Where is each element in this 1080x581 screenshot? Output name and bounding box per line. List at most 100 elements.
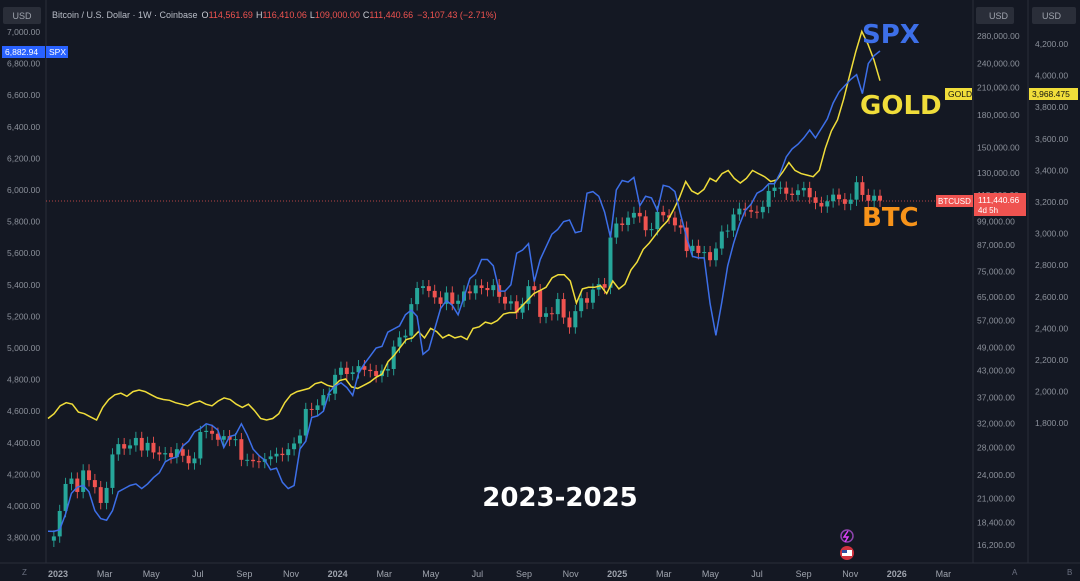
btc-candle-body (772, 187, 777, 191)
spx-price-tag (2, 46, 45, 58)
gold-tick-label: 3,800.00 (1035, 102, 1068, 112)
btc-candle-body (503, 296, 508, 304)
btc-candle-body (620, 223, 625, 225)
btc-candle-body (807, 187, 812, 198)
time-tick-label: Jul (472, 569, 484, 579)
bottom-right-letter-a: A (1012, 568, 1018, 577)
spx-tick-label: 6,800.00 (7, 59, 40, 69)
btc-candle-body (795, 190, 800, 195)
spx-series-line (47, 50, 881, 533)
time-axis-ticks: 2023 Mar May Jul Sep Nov 2024 Mar May Jul Sep Nov 20… (48, 569, 951, 579)
gold-series-tag (945, 88, 972, 100)
btc-candle-body (737, 208, 742, 215)
symbol-title: Bitcoin / U.S. Dollar · 1W · Coinbase O11… (52, 10, 497, 20)
spx-tick-label: 3,800.00 (7, 533, 40, 543)
btc-candle-body (198, 431, 203, 459)
btc-candle-body (245, 459, 250, 461)
time-tick-label: Mar (936, 569, 952, 579)
btc-candle-body (403, 335, 408, 338)
btc-candle-body (204, 430, 209, 432)
btc-series-tag-label: BTCUSD (938, 197, 971, 206)
gold-tick-label: 4,200.00 (1035, 39, 1068, 49)
btc-candle-body (456, 300, 461, 304)
btc-candle-body (532, 286, 537, 291)
btc-candle-body (702, 252, 707, 254)
btc-candle-body (731, 214, 736, 231)
spx-tick-label: 5,800.00 (7, 217, 40, 227)
time-tick-label: Nov (563, 569, 580, 579)
btc-tick-label: 65,000.00 (977, 292, 1015, 302)
time-tick-label: Mar (656, 569, 672, 579)
btc-candle-body (51, 536, 56, 541)
btc-candle-body (872, 195, 877, 201)
btc-candle-body (842, 199, 847, 204)
btc-tick-label: 57,000.00 (977, 315, 1015, 325)
btc-candle-body (590, 289, 595, 303)
bottom-right-letter-b: B (1067, 568, 1072, 577)
spx-currency-label: USD (12, 11, 32, 21)
time-tick-label: Nov (283, 569, 300, 579)
btc-candle-body (854, 182, 859, 200)
spx-tick-label: 5,400.00 (7, 280, 40, 290)
btc-candle-body (631, 212, 636, 218)
time-tick-label: 2023 (48, 569, 68, 579)
gold-tick-label: 1,800.00 (1035, 418, 1068, 428)
btc-candle-body (221, 436, 226, 440)
btc-tick-label: 240,000.00 (977, 59, 1020, 69)
ohlc-open-value: 114,561.69 (209, 10, 253, 20)
time-tick-label: 2024 (328, 569, 348, 579)
btc-candle-body (649, 229, 654, 231)
btc-candle-body (836, 194, 841, 200)
time-tick-label: May (422, 569, 440, 579)
gold-series-line (47, 29, 881, 422)
spx-price-tag-value: 6,882.94 (5, 47, 38, 57)
time-tick-label: Mar (376, 569, 392, 579)
btc-candle-body (192, 458, 197, 464)
spx-tick-label: 6,400.00 (7, 122, 40, 132)
ohlc-high-label: H (256, 10, 263, 20)
btc-candle-body (233, 439, 238, 441)
btc-candle-body (145, 442, 150, 451)
btc-tick-label: 87,000.00 (977, 240, 1015, 250)
btc-candle-body (672, 217, 677, 226)
btc-tick-label: 180,000.00 (977, 110, 1020, 120)
btc-candle-body (338, 367, 343, 375)
spx-tick-label: 4,400.00 (7, 438, 40, 448)
time-tick-label: Jul (751, 569, 763, 579)
gold-axis-ticks: 4,200.00 4,000.00 3,800.00 3,600.00 3,400.00… (1035, 39, 1068, 428)
time-tick-label: May (143, 569, 161, 579)
btc-candle-body (637, 212, 642, 217)
ohlc-open-label: O (202, 10, 209, 20)
btc-candle-body (139, 437, 144, 451)
btc-tick-label: 37,000.00 (977, 392, 1015, 402)
btc-candle-body (467, 291, 472, 294)
btc-candle-body (432, 290, 437, 298)
btc-tick-label: 28,000.00 (977, 442, 1015, 452)
us-flag-icon[interactable] (840, 546, 854, 560)
btc-candle-body (819, 202, 824, 207)
btc-tick-label: 24,000.00 (977, 470, 1015, 480)
btc-candle-body (719, 231, 724, 249)
btc-candle-body (831, 194, 836, 202)
btc-candle-body (75, 478, 80, 492)
btc-candle-body (391, 346, 396, 369)
spx-currency-button[interactable] (3, 7, 41, 24)
btc-candle-body (186, 455, 191, 464)
btc-candle-body (813, 197, 818, 203)
ohlc-close-value: 111,440.66 (369, 10, 413, 20)
btc-candle-body (573, 311, 578, 328)
btc-candle-body (274, 453, 279, 457)
btc-candle-body (514, 301, 519, 313)
lightning-icon[interactable] (840, 529, 854, 543)
btc-candle-body (251, 459, 256, 462)
btc-tick-label: 49,000.00 (977, 342, 1015, 352)
btc-candle-body (508, 301, 513, 304)
btc-currency-button[interactable] (976, 7, 1014, 24)
time-tick-label: Sep (236, 569, 252, 579)
btc-candle-body (174, 449, 179, 458)
gold-currency-button[interactable] (1032, 7, 1076, 24)
spx-tick-label: 6,200.00 (7, 153, 40, 163)
btc-candle-body (491, 285, 496, 291)
btc-candle-body (286, 449, 291, 456)
